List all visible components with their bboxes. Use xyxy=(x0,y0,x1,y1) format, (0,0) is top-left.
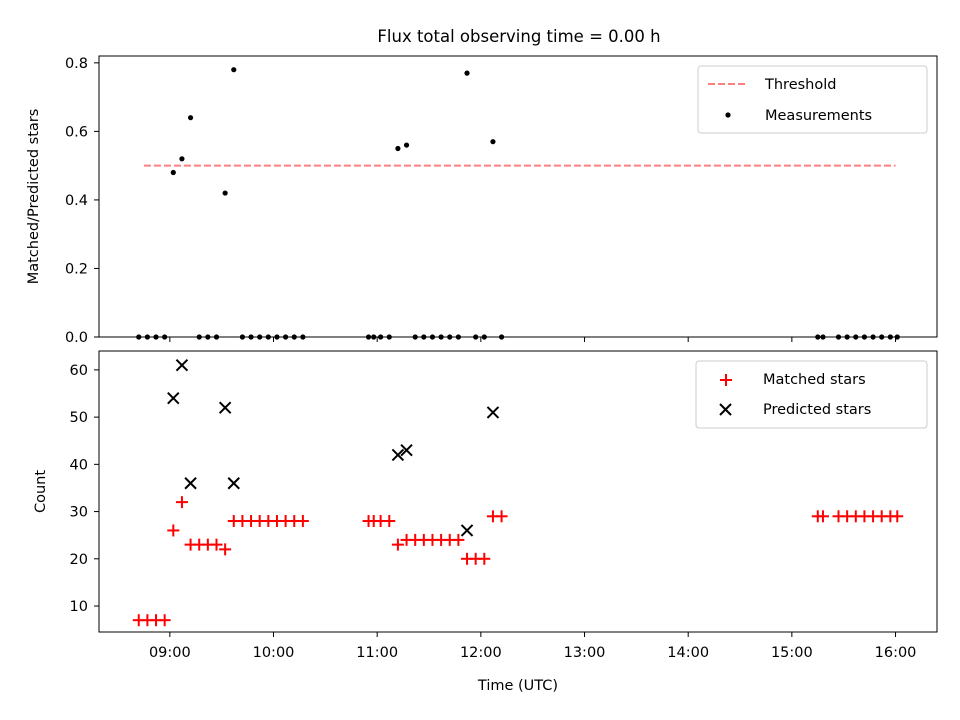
legend-measurements-label: Measurements xyxy=(765,108,872,124)
measurement-point xyxy=(490,139,496,145)
count-y-label: Count xyxy=(33,470,49,513)
ratio-y-tick-label: 0.8 xyxy=(65,56,88,72)
count-legend-box xyxy=(695,360,928,429)
measurement-point xyxy=(403,142,410,148)
ratio-y-label: Matched/Predicted stars xyxy=(26,109,42,285)
predicted-star-marker xyxy=(227,477,240,490)
measurement-point xyxy=(187,115,194,121)
matched-star-marker xyxy=(158,614,171,627)
matched-star-marker xyxy=(167,524,180,537)
predicted-star-marker xyxy=(218,401,232,414)
matched-star-marker xyxy=(210,538,223,551)
x-tick-label: 14:00 xyxy=(667,645,709,661)
predicted-stars-series xyxy=(167,358,500,537)
measurement-point xyxy=(464,70,470,76)
count-y-tick-label: 60 xyxy=(70,363,88,379)
matched-star-marker xyxy=(891,510,904,523)
x-tick-label: 16:00 xyxy=(875,645,917,661)
ratio-y-axis: 0.0 0.2 0.4 0.6 0.8 xyxy=(65,56,99,346)
legend-threshold-label: Threshold xyxy=(764,77,836,93)
predicted-star-marker xyxy=(184,477,197,490)
x-tick-label: 11:00 xyxy=(356,645,398,661)
ratio-y-tick-label: 0.2 xyxy=(65,261,88,277)
x-axis-label: Time (UTC) xyxy=(477,678,558,694)
matched-star-marker xyxy=(478,552,491,565)
x-tick-label: 10:00 xyxy=(253,645,295,661)
measurement-point xyxy=(170,169,176,176)
legend-matched-label: Matched stars xyxy=(763,372,866,388)
ratio-panel: 0.00.20.40.60.8 Matched/Predicted stars … xyxy=(26,55,938,346)
measurement-point xyxy=(231,67,237,73)
ratio-legend-box xyxy=(697,65,928,134)
ratio-y-tick-label: 0.0 xyxy=(65,330,88,346)
predicted-star-marker xyxy=(175,358,189,372)
matched-star-marker xyxy=(383,515,396,528)
count-legend: Matched stars Predicted stars xyxy=(695,360,928,429)
count-y-tick-label: 30 xyxy=(70,505,88,521)
matched-star-marker xyxy=(296,515,309,528)
x-tick-label: 09:00 xyxy=(149,645,191,661)
count-frame xyxy=(98,350,938,633)
predicted-star-marker xyxy=(486,406,500,419)
chart-title: Flux total observing time = 0.00 h xyxy=(377,27,660,46)
predicted-star-marker xyxy=(167,392,180,405)
predicted-star-marker xyxy=(391,448,405,462)
measurement-point xyxy=(222,190,228,196)
matched-star-marker xyxy=(219,543,232,556)
matched-stars-series xyxy=(132,496,904,627)
matched-star-marker xyxy=(175,496,188,509)
matched-star-marker xyxy=(816,510,829,523)
count-y-tick-label: 50 xyxy=(70,410,88,426)
count-panel: 10 20 30 40 50 60 09:00 10:00 11:00 12:00 13:00 14… xyxy=(33,350,938,694)
predicted-legend-swatch xyxy=(719,403,732,416)
count-y-tick-label: 10 xyxy=(70,599,88,615)
matched-star-marker xyxy=(391,538,404,551)
count-y-axis: 10 20 30 40 50 60 xyxy=(70,363,99,615)
ratio-y-tick-label: 0.6 xyxy=(65,124,88,140)
x-tick-label: 12:00 xyxy=(460,645,502,661)
predicted-star-marker xyxy=(460,524,474,537)
count-x-axis: 09:00 10:00 11:00 12:00 13:00 14:00 15:00 16:00 xyxy=(149,632,916,661)
measurement-point xyxy=(179,156,185,162)
matched-legend-swatch xyxy=(720,374,732,386)
legend-predicted-label: Predicted stars xyxy=(763,402,871,418)
ratio-legend: Threshold Measurements xyxy=(697,65,928,134)
measurement-point xyxy=(395,145,401,152)
x-tick-label: 15:00 xyxy=(771,645,813,661)
predicted-star-marker xyxy=(400,443,413,457)
measurements-legend-swatch xyxy=(725,112,731,118)
x-tick-label: 13:00 xyxy=(564,645,606,661)
ratio-frame xyxy=(98,55,938,338)
count-y-tick-label: 40 xyxy=(70,457,88,473)
matched-star-marker xyxy=(452,533,465,546)
count-y-tick-label: 20 xyxy=(70,552,88,568)
ratio-x-axis xyxy=(169,337,897,342)
matched-star-marker xyxy=(495,510,508,523)
ratio-y-tick-label: 0.4 xyxy=(65,193,88,209)
